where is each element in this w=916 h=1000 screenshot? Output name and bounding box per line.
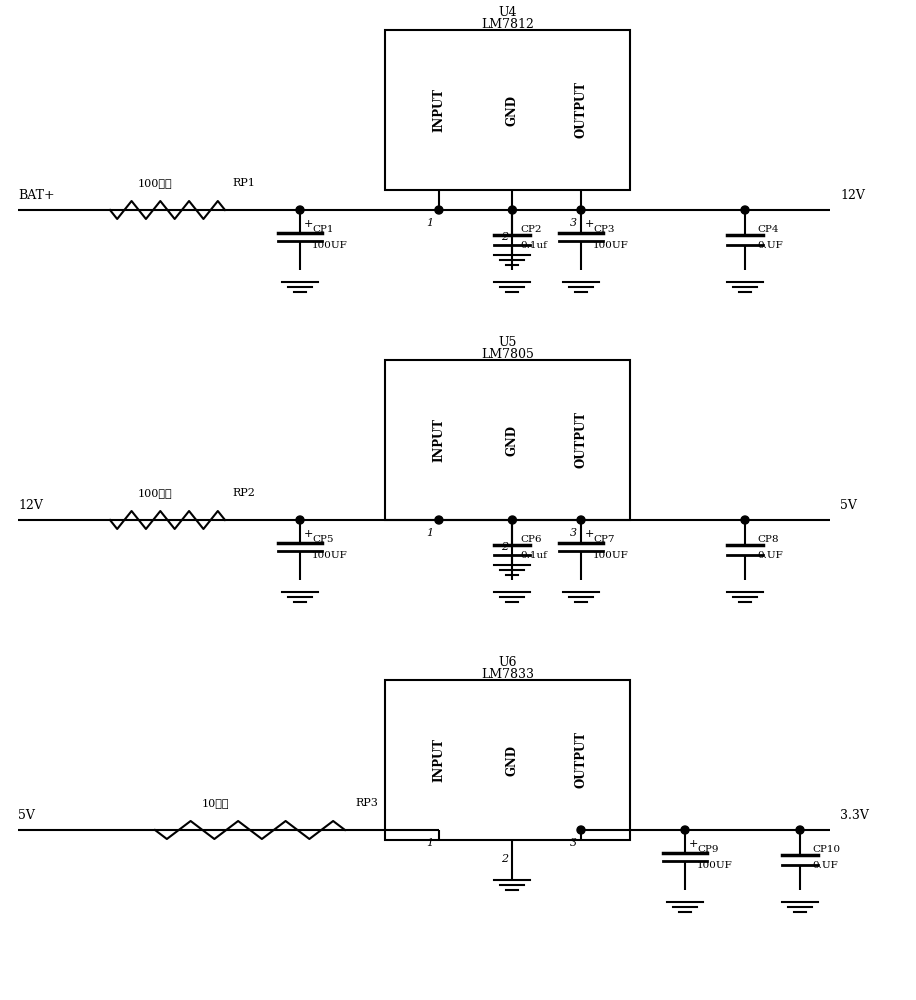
Text: OUTPUT: OUTPUT <box>574 412 587 468</box>
Text: RP2: RP2 <box>232 488 255 498</box>
Circle shape <box>741 206 749 214</box>
Text: CP3: CP3 <box>593 226 615 234</box>
Text: GND: GND <box>506 424 518 456</box>
Text: 3: 3 <box>570 838 577 848</box>
Text: 3: 3 <box>570 218 577 228</box>
Text: +: + <box>585 529 594 539</box>
Text: 2: 2 <box>501 854 508 864</box>
Text: CP5: CP5 <box>312 536 333 544</box>
Text: INPUT: INPUT <box>432 738 445 782</box>
Circle shape <box>508 516 517 524</box>
Text: 0.1uf: 0.1uf <box>520 241 547 250</box>
Circle shape <box>681 826 689 834</box>
Text: 1: 1 <box>426 218 433 228</box>
Text: CP10: CP10 <box>812 846 840 854</box>
Text: U6: U6 <box>498 656 517 668</box>
Circle shape <box>796 826 804 834</box>
Text: 10欧姆: 10欧姆 <box>202 798 229 808</box>
Text: 100UF: 100UF <box>593 552 628 560</box>
Text: OUTPUT: OUTPUT <box>574 82 587 138</box>
Text: 100UF: 100UF <box>312 552 348 560</box>
Text: LM7805: LM7805 <box>481 348 534 360</box>
Text: LM7812: LM7812 <box>481 17 534 30</box>
Bar <box>385 680 630 840</box>
Text: BAT+: BAT+ <box>18 189 55 202</box>
Text: +: + <box>304 219 313 229</box>
Bar <box>385 360 630 520</box>
Text: 100欧姆: 100欧姆 <box>137 178 172 188</box>
Circle shape <box>508 206 517 214</box>
Text: 100UF: 100UF <box>697 861 733 870</box>
Text: 100UF: 100UF <box>312 241 348 250</box>
Text: 12V: 12V <box>840 189 865 202</box>
Text: RP3: RP3 <box>355 798 378 808</box>
Text: CP2: CP2 <box>520 226 542 234</box>
Circle shape <box>741 516 749 524</box>
Circle shape <box>435 206 443 214</box>
Text: CP9: CP9 <box>697 846 718 854</box>
Text: INPUT: INPUT <box>432 88 445 132</box>
Circle shape <box>435 516 443 524</box>
Text: 3.3V: 3.3V <box>840 809 869 822</box>
Text: CP7: CP7 <box>593 536 615 544</box>
Text: INPUT: INPUT <box>432 418 445 462</box>
Text: 0.1uf: 0.1uf <box>520 552 547 560</box>
Text: U5: U5 <box>498 336 517 349</box>
Text: 0.UF: 0.UF <box>757 241 783 250</box>
Text: +: + <box>585 219 594 229</box>
Text: 1: 1 <box>426 528 433 538</box>
Circle shape <box>296 206 304 214</box>
Text: CP6: CP6 <box>520 536 542 544</box>
Text: U4: U4 <box>498 5 517 18</box>
Text: +: + <box>304 529 313 539</box>
Text: CP4: CP4 <box>757 226 779 234</box>
Circle shape <box>577 826 585 834</box>
Text: RP1: RP1 <box>232 178 255 188</box>
Bar <box>385 30 630 190</box>
Text: 100UF: 100UF <box>593 241 628 250</box>
Text: CP8: CP8 <box>757 536 779 544</box>
Text: 2: 2 <box>501 232 508 242</box>
Text: GND: GND <box>506 95 518 125</box>
Text: 5V: 5V <box>840 499 856 512</box>
Text: 3: 3 <box>570 528 577 538</box>
Text: GND: GND <box>506 744 518 776</box>
Circle shape <box>577 206 585 214</box>
Text: CP1: CP1 <box>312 226 333 234</box>
Text: 1: 1 <box>426 838 433 848</box>
Text: 2: 2 <box>501 542 508 552</box>
Circle shape <box>296 516 304 524</box>
Circle shape <box>577 516 585 524</box>
Text: +: + <box>689 839 698 849</box>
Text: 12V: 12V <box>18 499 43 512</box>
Text: 0.UF: 0.UF <box>757 552 783 560</box>
Text: LM7833: LM7833 <box>481 668 534 680</box>
Text: OUTPUT: OUTPUT <box>574 732 587 788</box>
Text: 0.UF: 0.UF <box>812 861 838 870</box>
Text: 100欧姆: 100欧姆 <box>137 488 172 498</box>
Text: 5V: 5V <box>18 809 35 822</box>
